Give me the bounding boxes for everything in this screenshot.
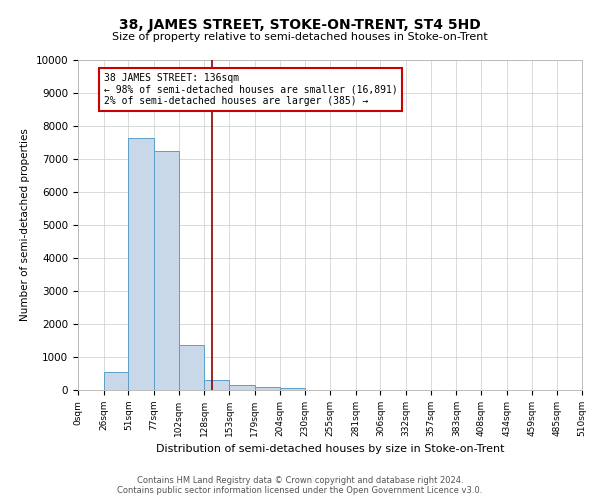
Text: 38, JAMES STREET, STOKE-ON-TRENT, ST4 5HD: 38, JAMES STREET, STOKE-ON-TRENT, ST4 5H…: [119, 18, 481, 32]
Bar: [280, 388, 305, 390]
Text: 38 JAMES STREET: 136sqm
← 98% of semi-detached houses are smaller (16,891)
2% of: 38 JAMES STREET: 136sqm ← 98% of semi-de…: [104, 73, 397, 106]
Bar: [229, 385, 255, 390]
Y-axis label: Number of semi-detached properties: Number of semi-detached properties: [20, 128, 30, 322]
Text: Size of property relative to semi-detached houses in Stoke-on-Trent: Size of property relative to semi-detach…: [112, 32, 488, 42]
Bar: [128, 138, 154, 390]
Bar: [179, 346, 205, 390]
Bar: [205, 380, 229, 390]
Text: Contains HM Land Registry data © Crown copyright and database right 2024.
Contai: Contains HM Land Registry data © Crown c…: [118, 476, 482, 495]
X-axis label: Distribution of semi-detached houses by size in Stoke-on-Trent: Distribution of semi-detached houses by …: [156, 444, 504, 454]
Bar: [255, 387, 280, 390]
Bar: [154, 151, 179, 390]
Bar: [104, 372, 128, 390]
